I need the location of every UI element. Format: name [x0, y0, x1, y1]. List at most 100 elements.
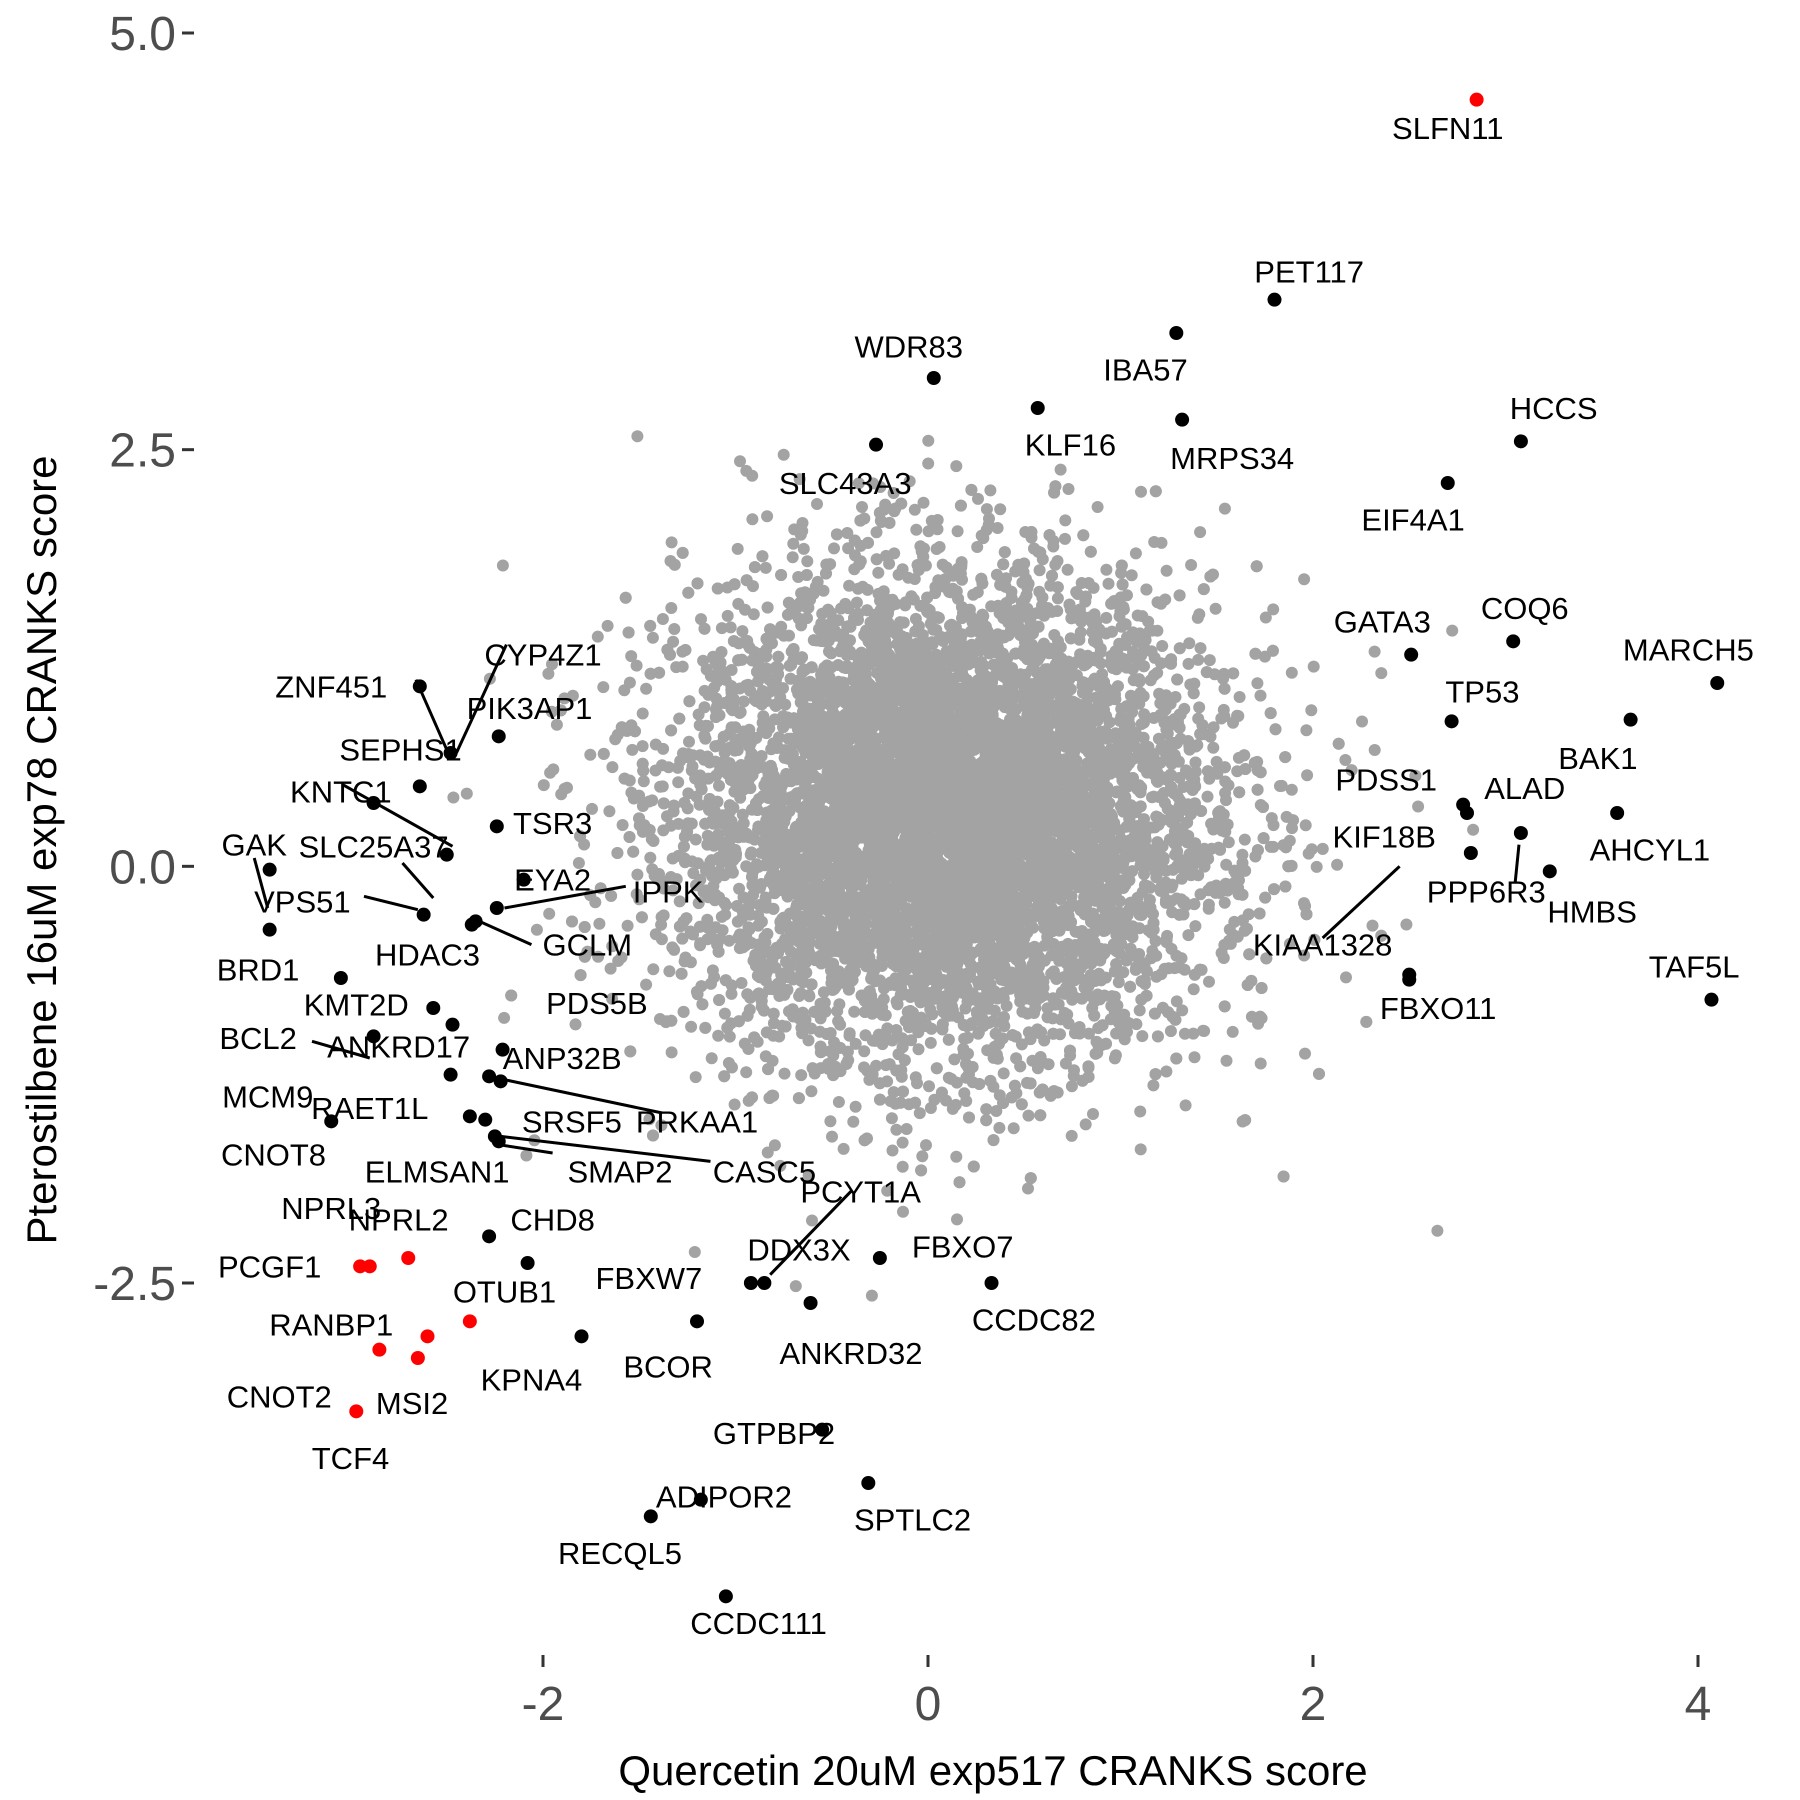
background-point	[861, 583, 874, 596]
background-point	[725, 664, 738, 676]
background-point	[946, 1102, 959, 1115]
background-point	[1155, 597, 1167, 610]
background-point	[520, 1149, 533, 1162]
background-point	[1148, 536, 1161, 548]
background-point	[665, 1046, 678, 1059]
background-point	[806, 1214, 818, 1227]
background-point	[887, 487, 900, 499]
background-point	[848, 1005, 861, 1018]
background-point	[993, 1121, 1006, 1134]
background-point	[593, 917, 606, 930]
background-point	[1356, 715, 1368, 728]
background-point	[1161, 929, 1174, 942]
background-point	[1160, 564, 1173, 577]
background-point	[1187, 1027, 1200, 1040]
background-point	[621, 919, 634, 932]
background-point	[801, 555, 814, 568]
background-point	[1194, 642, 1207, 655]
background-point	[1400, 918, 1413, 931]
background-point	[1065, 1129, 1078, 1142]
background-point	[924, 1102, 937, 1114]
background-point	[1112, 976, 1125, 989]
background-point	[685, 1020, 698, 1033]
background-point	[951, 525, 964, 538]
background-point	[1285, 783, 1298, 796]
background-point	[1185, 559, 1198, 571]
background-point	[1022, 1182, 1034, 1195]
background-point	[897, 1205, 909, 1218]
background-point	[1254, 1057, 1267, 1070]
background-point	[715, 622, 728, 635]
background-point	[647, 963, 660, 976]
background-point	[1368, 744, 1381, 756]
background-point	[912, 1043, 925, 1056]
background-point	[890, 1123, 903, 1136]
background-point	[849, 1037, 862, 1050]
background-point	[746, 513, 759, 526]
background-point	[1259, 611, 1272, 624]
background-point	[692, 897, 705, 910]
background-point	[1042, 1058, 1055, 1071]
background-point	[1087, 1108, 1099, 1120]
background-point	[1233, 691, 1246, 703]
background-point	[1298, 573, 1311, 586]
background-point	[930, 543, 943, 555]
background-point	[1152, 732, 1165, 745]
background-point	[689, 833, 702, 846]
background-point	[1254, 689, 1267, 702]
background-point	[447, 791, 460, 804]
background-point	[606, 992, 619, 1005]
background-point	[1169, 691, 1182, 703]
background-point	[828, 542, 840, 555]
background-point	[606, 761, 619, 774]
background-point	[713, 779, 725, 792]
background-point	[922, 457, 935, 470]
background-point	[1203, 975, 1215, 988]
background-point	[606, 940, 619, 953]
background-point	[672, 776, 685, 789]
background-point	[983, 512, 995, 525]
background-point	[1283, 937, 1296, 950]
background-point	[643, 1113, 656, 1126]
background-point	[1189, 920, 1202, 933]
background-point	[1133, 1004, 1146, 1017]
background-point	[990, 1105, 1003, 1117]
background-point	[1160, 1065, 1173, 1078]
background-point	[1082, 1027, 1095, 1040]
background-point	[657, 824, 670, 837]
background-point	[1207, 721, 1220, 734]
background-point	[896, 563, 909, 576]
background-point	[643, 795, 656, 808]
background-point	[597, 681, 610, 694]
background-point	[1300, 724, 1313, 737]
background-point	[616, 819, 629, 831]
background-point	[900, 1123, 913, 1135]
background-point	[1121, 589, 1133, 602]
background-point	[1299, 1047, 1311, 1060]
background-point	[731, 542, 744, 555]
background-point	[924, 1036, 937, 1049]
background-point	[951, 1213, 963, 1226]
background-point	[867, 477, 879, 490]
background-point	[1051, 592, 1064, 605]
background-point	[1236, 848, 1249, 861]
background-point	[637, 775, 650, 788]
background-point	[640, 682, 653, 695]
background-point	[1232, 710, 1245, 722]
background-point	[543, 907, 556, 920]
background-point	[811, 498, 823, 510]
background-point	[950, 460, 963, 473]
background-point	[1238, 833, 1251, 846]
background-point	[797, 542, 810, 555]
background-point	[676, 660, 689, 673]
background-point	[1187, 983, 1200, 996]
background-point	[1222, 836, 1235, 849]
background-point	[1299, 819, 1312, 832]
background-point	[728, 1098, 741, 1111]
background-point	[793, 990, 806, 1002]
background-point	[646, 631, 659, 644]
background-point	[984, 484, 997, 497]
background-point	[1188, 1051, 1201, 1064]
background-point	[916, 1150, 929, 1163]
